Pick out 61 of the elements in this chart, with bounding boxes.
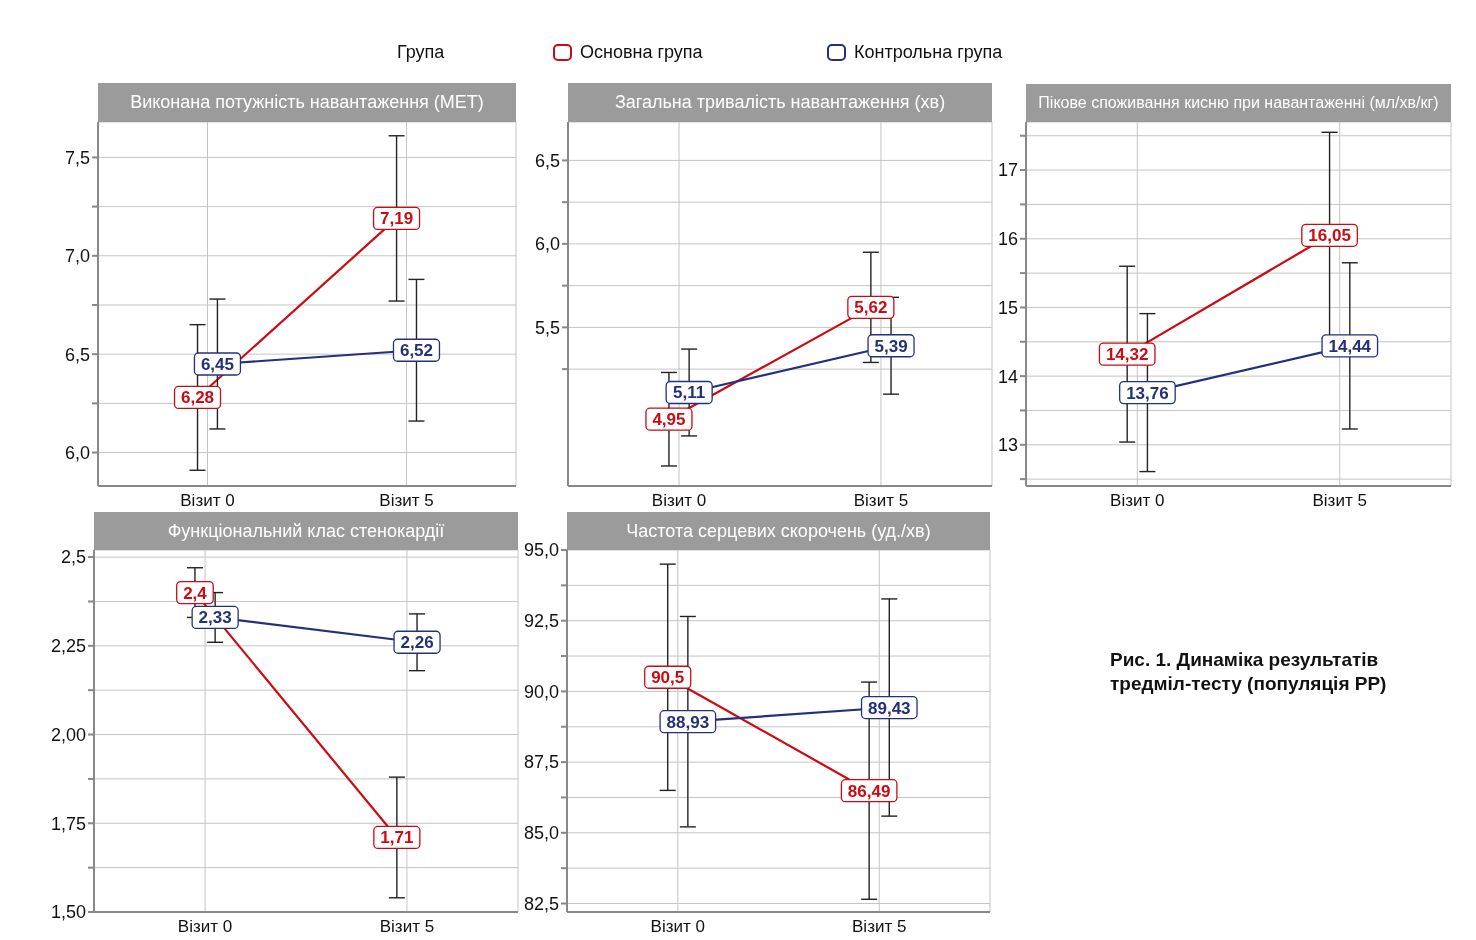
data-label: 4,95 bbox=[652, 410, 686, 430]
y-tick-label: 1,50 bbox=[50, 902, 86, 923]
y-tick-label: 82,5 bbox=[523, 893, 559, 914]
data-label: 89,43 bbox=[868, 698, 911, 718]
x-tick-label: Візит 0 bbox=[650, 917, 705, 937]
data-label: 5,62 bbox=[854, 298, 888, 318]
data-label: 1,71 bbox=[380, 828, 414, 848]
chart-title: Загальна тривалість навантаження (хв) bbox=[568, 83, 992, 122]
chart-title: Частота серцевих скорочень (уд./хв) bbox=[567, 512, 990, 550]
y-tick-label: 85,0 bbox=[523, 823, 559, 844]
x-tick-label: Візит 0 bbox=[180, 491, 235, 511]
data-label: 88,93 bbox=[666, 712, 710, 732]
y-tick-label: 6,0 bbox=[64, 442, 90, 463]
y-tick-label: 7,0 bbox=[64, 246, 90, 267]
y-tick-label: 15 bbox=[997, 297, 1018, 318]
y-tick-label: 2,25 bbox=[50, 636, 86, 657]
data-label: 2,33 bbox=[198, 608, 232, 628]
x-tick-label: Візит 5 bbox=[379, 491, 434, 511]
y-tick-label: 6,5 bbox=[534, 150, 560, 171]
x-tick-label: Візит 5 bbox=[379, 917, 435, 937]
data-label: 5,11 bbox=[673, 383, 706, 403]
y-tick-label: 2,5 bbox=[60, 547, 86, 568]
data-label: 6,52 bbox=[399, 341, 434, 361]
y-tick-label: 17 bbox=[997, 160, 1018, 181]
chart-title: Пікове споживання кисню при навантаженні (мл/хв/кг) bbox=[1026, 84, 1451, 122]
data-label: 14,44 bbox=[1328, 336, 1372, 356]
x-tick-label: Візит 0 bbox=[177, 917, 233, 937]
y-tick-label: 92,5 bbox=[523, 611, 559, 632]
y-tick-label: 2,00 bbox=[50, 724, 86, 745]
data-label: 6,45 bbox=[200, 355, 234, 375]
data-label: 13,76 bbox=[1126, 383, 1169, 403]
legend-label: Контрольна група bbox=[854, 42, 1003, 63]
x-tick-label: Візит 5 bbox=[852, 917, 907, 937]
chart-title: Функціональний клас стенокардії bbox=[94, 512, 518, 550]
chart-title: Виконана потужність навантаження (МЕТ) bbox=[98, 83, 516, 122]
data-label: 6,28 bbox=[180, 388, 215, 408]
x-tick-label: Візит 5 bbox=[1312, 491, 1367, 511]
data-label: 86,49 bbox=[847, 781, 891, 801]
data-label: 90,5 bbox=[651, 668, 685, 688]
y-tick-label: 6,0 bbox=[534, 234, 560, 255]
y-tick-label: 6,5 bbox=[64, 344, 90, 365]
text: Рис. 1. Динаміка результатів тредміл-тесту (популяція РР) bbox=[1110, 648, 1388, 696]
data-label: 16,05 bbox=[1308, 226, 1351, 246]
y-tick-label: 1,75 bbox=[50, 813, 86, 834]
data-label: 7,19 bbox=[380, 209, 414, 229]
y-tick-label: 90,0 bbox=[523, 681, 559, 702]
y-tick-label: 7,5 bbox=[64, 147, 90, 168]
data-label: 14,32 bbox=[1105, 345, 1149, 365]
x-tick-label: Візит 0 bbox=[651, 491, 707, 511]
y-tick-label: 95,0 bbox=[523, 540, 559, 561]
x-tick-label: Візит 0 bbox=[1110, 491, 1165, 511]
data-label: 5,39 bbox=[874, 336, 908, 356]
y-tick-label: 87,5 bbox=[523, 752, 559, 773]
x-tick-label: Візит 5 bbox=[853, 491, 909, 511]
y-tick-label: 14 bbox=[997, 366, 1018, 387]
y-tick-label: 16 bbox=[997, 229, 1018, 250]
y-tick-label: 5,5 bbox=[534, 317, 560, 338]
legend-title: Група bbox=[397, 42, 445, 63]
legend-label: Основна група bbox=[580, 42, 703, 63]
y-tick-label: 13 bbox=[997, 435, 1018, 456]
data-label: 2,26 bbox=[400, 633, 434, 653]
